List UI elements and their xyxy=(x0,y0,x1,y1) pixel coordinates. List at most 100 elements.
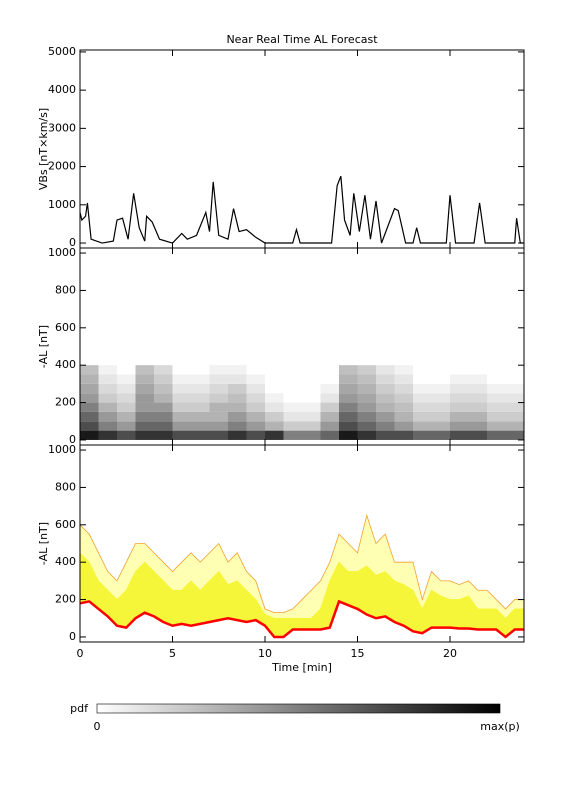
heat-cell xyxy=(80,383,99,394)
heat-cell xyxy=(450,421,469,431)
heat-cell xyxy=(450,393,469,403)
heat-cell xyxy=(450,411,469,422)
heat-cell xyxy=(320,383,339,394)
y-tick-label: 400 xyxy=(55,555,76,568)
heat-cell xyxy=(154,411,173,422)
heat-cell xyxy=(135,374,154,384)
heat-cell xyxy=(80,374,99,384)
heat-cell xyxy=(394,402,413,412)
y-tick-label: 600 xyxy=(55,518,76,531)
heat-cell xyxy=(209,421,228,431)
heat-cell xyxy=(191,383,210,394)
heat-cell xyxy=(228,402,247,412)
heat-cell xyxy=(283,430,302,440)
heat-cell xyxy=(431,402,450,412)
heat-cell xyxy=(172,374,191,384)
band-line xyxy=(79,552,524,619)
heat-cell xyxy=(413,402,432,412)
heat-cell xyxy=(209,365,228,375)
y-axis-label: VBs [nT×km/s] xyxy=(37,108,50,190)
heat-cell xyxy=(265,430,284,440)
heat-cell xyxy=(320,430,339,440)
heat-cell xyxy=(320,393,339,403)
heat-cell xyxy=(154,365,173,375)
heat-cell xyxy=(191,374,210,384)
heat-cell xyxy=(154,393,173,403)
heat-cell xyxy=(339,365,358,375)
heat-cell xyxy=(209,402,228,412)
heat-cell xyxy=(320,421,339,431)
heat-cell xyxy=(431,421,450,431)
colorbar-label: pdf xyxy=(70,702,89,715)
heat-cell xyxy=(487,393,506,403)
heat-cell xyxy=(172,402,191,412)
band-line xyxy=(79,599,524,639)
y-tick-label: 800 xyxy=(55,480,76,493)
heat-cell xyxy=(246,430,265,440)
heat-cell xyxy=(191,402,210,412)
heat-cell xyxy=(135,421,154,431)
heat-cell xyxy=(394,430,413,440)
heat-cell xyxy=(431,393,450,403)
heat-cell xyxy=(450,374,469,384)
heat-cell xyxy=(80,393,99,403)
heat-cell xyxy=(209,383,228,394)
heat-cell xyxy=(413,411,432,422)
heat-cell xyxy=(246,374,265,384)
heat-cell xyxy=(339,430,358,440)
heat-cell xyxy=(135,383,154,394)
heat-cell xyxy=(172,411,191,422)
heat-cell xyxy=(505,430,524,440)
heat-cell xyxy=(98,402,117,412)
heat-cell xyxy=(80,430,99,440)
heat-cell xyxy=(505,411,524,422)
heat-cell xyxy=(117,402,136,412)
heat-cell xyxy=(209,393,228,403)
heat-cell xyxy=(357,421,376,431)
heat-cell xyxy=(172,383,191,394)
y-tick-label: 1000 xyxy=(48,443,76,456)
y-tick-label: 1000 xyxy=(48,198,76,211)
heat-cell xyxy=(135,402,154,412)
heat-cell xyxy=(302,402,321,412)
heat-cell xyxy=(154,430,173,440)
heat-cell xyxy=(376,374,395,384)
heat-cell xyxy=(505,421,524,431)
heat-cell xyxy=(80,411,99,422)
heat-cell xyxy=(505,402,524,412)
heat-cell xyxy=(98,411,117,422)
y-tick-label: 4000 xyxy=(48,83,76,96)
y-tick-label: 0 xyxy=(69,433,76,446)
chart-title: Near Real Time AL Forecast xyxy=(226,33,378,46)
heat-cell xyxy=(394,365,413,375)
heat-cell xyxy=(487,402,506,412)
y-tick-label: 400 xyxy=(55,358,76,371)
heat-cell xyxy=(357,393,376,403)
heat-cell xyxy=(487,421,506,431)
heat-cell xyxy=(450,430,469,440)
heat-cell xyxy=(246,402,265,412)
heat-cell xyxy=(135,365,154,375)
heat-cell xyxy=(191,393,210,403)
heat-cell xyxy=(339,393,358,403)
heat-cell xyxy=(98,430,117,440)
heat-cell xyxy=(283,421,302,431)
heat-cell xyxy=(135,430,154,440)
heat-cell xyxy=(117,393,136,403)
y-tick-label: 5000 xyxy=(48,45,76,58)
heat-cell xyxy=(357,430,376,440)
heat-cell xyxy=(265,393,284,403)
heat-cell xyxy=(191,430,210,440)
heat-cell xyxy=(376,365,395,375)
heat-cell xyxy=(154,383,173,394)
heat-cell xyxy=(98,393,117,403)
heat-cell xyxy=(468,411,487,422)
heat-cell xyxy=(209,430,228,440)
x-tick-label: 10 xyxy=(258,647,272,660)
x-tick-label: 15 xyxy=(351,647,365,660)
y-tick-label: 0 xyxy=(69,630,76,643)
y-tick-label: 1000 xyxy=(48,246,76,259)
y-tick-label: 0 xyxy=(69,236,76,249)
heat-cell xyxy=(487,383,506,394)
heat-cell xyxy=(80,421,99,431)
